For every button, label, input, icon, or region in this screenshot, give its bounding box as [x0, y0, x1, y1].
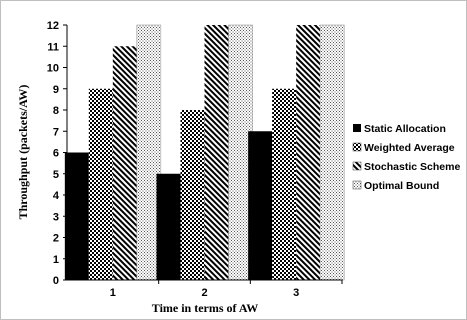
legend-swatch — [352, 161, 362, 171]
legend-swatch — [352, 142, 362, 152]
bar — [112, 46, 137, 280]
x-axis-ticks: 1 2 3 — [110, 280, 343, 299]
x-axis-title: Time in terms of AW — [152, 301, 258, 315]
y-tick-label: 5 — [53, 169, 59, 181]
bar — [204, 25, 229, 280]
y-tick-label: 7 — [53, 126, 59, 138]
y-tick-label: 4 — [53, 190, 60, 202]
y-tick-label: 1 — [53, 254, 59, 266]
bar — [296, 25, 321, 280]
bar — [64, 152, 89, 280]
bar — [88, 88, 113, 280]
bars-group — [64, 24, 345, 281]
legend-swatch — [352, 180, 362, 190]
y-tick-label: 10 — [47, 63, 59, 75]
legend-label: Stochastic Scheme — [364, 161, 460, 173]
legend-label: Weighted Average — [364, 142, 455, 154]
legend-label: Static Allocation — [364, 123, 446, 135]
y-tick-label: 11 — [47, 41, 59, 53]
x-tick-label: 2 — [201, 287, 207, 299]
x-tick-label: 3 — [293, 287, 299, 299]
bar — [272, 88, 297, 280]
legend-swatch — [353, 124, 361, 132]
bar — [319, 24, 345, 281]
bar — [180, 110, 205, 280]
legend: Static Allocation Weighted Average Stochas… — [352, 123, 460, 192]
x-tick-label: 1 — [110, 287, 116, 299]
legend-label: Optimal Bound — [364, 180, 439, 192]
y-tick-label: 12 — [47, 20, 59, 32]
bar — [248, 131, 273, 280]
y-tick-label: 9 — [53, 84, 59, 96]
bar — [156, 173, 181, 280]
y-tick-label: 0 — [53, 275, 59, 287]
y-tick-label: 2 — [53, 233, 59, 245]
y-axis-title: Throughput (packets/AW) — [16, 85, 30, 220]
y-tick-label: 8 — [53, 105, 59, 117]
y-tick-label: 3 — [53, 211, 59, 223]
y-tick-label: 6 — [53, 148, 59, 160]
